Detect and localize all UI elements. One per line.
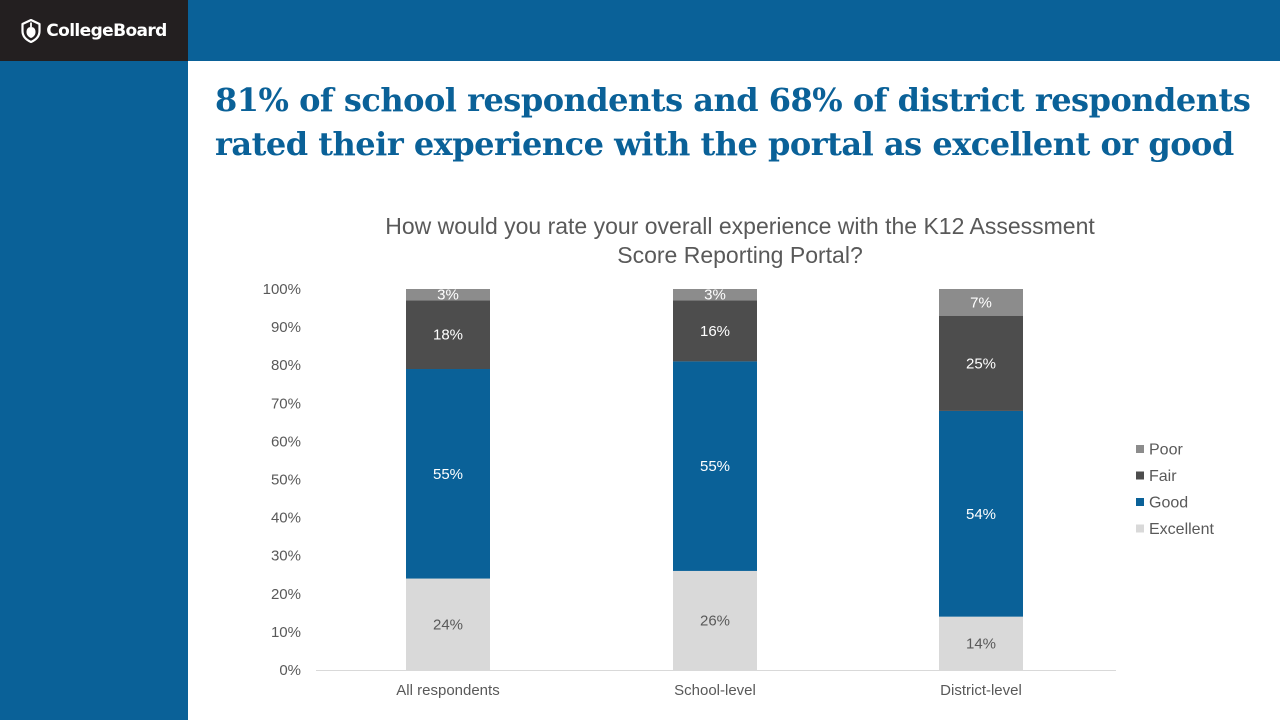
legend-label-fair: Fair [1149, 468, 1177, 485]
data-label-good: 55% [700, 458, 730, 475]
y-tick-label: 10% [271, 624, 301, 641]
y-tick-label: 20% [271, 586, 301, 603]
data-label-excellent: 26% [700, 612, 730, 629]
data-label-poor: 3% [437, 287, 459, 304]
data-label-good: 54% [966, 506, 996, 523]
legend-label-excellent: Excellent [1149, 521, 1214, 538]
y-tick-label: 70% [271, 395, 301, 412]
bar-segment-poor [673, 289, 757, 301]
y-tick-label: 40% [271, 510, 301, 527]
bar-segment-good [939, 410, 1023, 617]
category-label: District-level [940, 682, 1022, 699]
bar-segment-excellent [673, 570, 757, 670]
header-divider [188, 61, 1280, 63]
bar-segment-poor [406, 289, 490, 301]
bar-segment-fair [939, 315, 1023, 411]
left-sidebar-panel [0, 61, 188, 720]
legend-swatch-excellent [1136, 524, 1144, 533]
category-label: All respondents [396, 682, 499, 699]
bar-segment-fair [406, 300, 490, 370]
data-label-poor: 7% [970, 294, 992, 311]
data-label-excellent: 14% [966, 635, 996, 652]
y-tick-label: 0% [279, 662, 301, 679]
data-label-fair: 25% [966, 355, 996, 372]
bar-segment-good [406, 369, 490, 579]
bar-segment-excellent [939, 616, 1023, 670]
y-tick-label: 90% [271, 319, 301, 336]
category-label: School-level [674, 682, 756, 699]
y-tick-label: 30% [271, 548, 301, 565]
chart-title-line: Score Reporting Portal? [617, 242, 862, 268]
y-tick-label: 50% [271, 472, 301, 489]
bar-segment-good [673, 361, 757, 571]
legend-label-good: Good [1149, 495, 1188, 512]
y-tick-label: 60% [271, 433, 301, 450]
bar-segment-poor [939, 289, 1023, 316]
legend-swatch-good [1136, 498, 1144, 506]
legend-swatch-fair [1136, 471, 1144, 480]
legend-label-poor: Poor [1149, 442, 1183, 459]
slide-title: 81% of school respondents and 68% of dis… [215, 81, 1251, 163]
college-board-logo[interactable]: CollegeBoard [0, 0, 188, 61]
y-tick-label: 100% [263, 281, 301, 298]
bar-segment-fair [673, 300, 757, 362]
chart-title-line: How would you rate your overall experien… [385, 213, 1095, 239]
top-banner [0, 0, 1280, 61]
data-label-good: 55% [433, 466, 463, 483]
data-label-fair: 16% [700, 323, 730, 340]
bar-segment-excellent [406, 578, 490, 670]
logo-text: CollegeBoard [46, 20, 167, 41]
data-label-excellent: 24% [433, 616, 463, 633]
acorn-shield-icon [21, 18, 41, 43]
y-tick-label: 80% [271, 357, 301, 374]
legend-swatch-poor [1136, 445, 1144, 453]
data-label-poor: 3% [704, 287, 726, 304]
data-label-fair: 18% [433, 327, 463, 344]
